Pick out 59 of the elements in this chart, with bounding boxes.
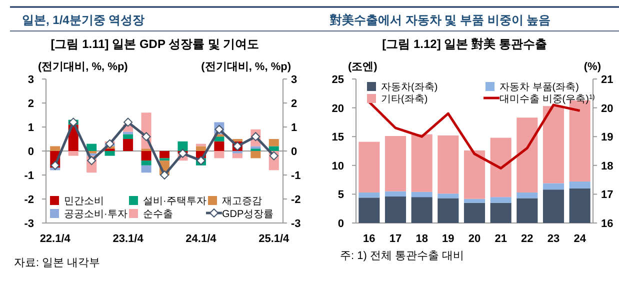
legend-label: 재고증감 bbox=[222, 196, 262, 207]
y2-tick-label: 0 bbox=[291, 146, 298, 158]
y2-tick-label: 17 bbox=[601, 189, 614, 202]
x-tick-label: 20 bbox=[468, 233, 481, 245]
legend-label: 공공소비·투자 bbox=[64, 209, 128, 220]
y2-tick-label: 19 bbox=[601, 132, 614, 144]
x-tick-label: 23.1/4 bbox=[112, 233, 144, 245]
y-tick-label: 0 bbox=[28, 146, 34, 158]
y-axis-title: (전기대비, %, %p) bbox=[38, 61, 128, 73]
chart-title: 일본, 1/4분기중 역성장 bbox=[22, 13, 145, 27]
y2-tick-label: 3 bbox=[291, 74, 298, 86]
x-tick-label: 19 bbox=[442, 233, 454, 245]
y-tick-label: 10 bbox=[332, 160, 344, 172]
y2-axis-title: (전기대비, %, %p) bbox=[201, 61, 292, 73]
x-tick-label: 25.1/4 bbox=[258, 233, 290, 245]
x-tick-label: 16 bbox=[363, 233, 376, 245]
y2-tick-label: -3 bbox=[291, 218, 301, 230]
y-tick-label: 3 bbox=[28, 74, 34, 86]
legend-label: 기타(좌축) bbox=[381, 94, 428, 105]
y-tick-label: 2 bbox=[28, 98, 34, 110]
y2-tick-label: 18 bbox=[601, 160, 614, 172]
y2-tick-label: 20 bbox=[601, 102, 614, 115]
legend-label: 대미수출 비중(우축)$^{1)}$ bbox=[500, 94, 595, 105]
y-tick-label: -2 bbox=[24, 194, 34, 206]
text: 주: 1) 전체 통관수출 대비 bbox=[340, 250, 464, 262]
y-axis-title: (조엔) bbox=[348, 61, 378, 73]
x-tick-label: 24.1/4 bbox=[186, 233, 218, 245]
y2-tick-label: 16 bbox=[601, 218, 614, 230]
y-tick-label: 0 bbox=[338, 218, 344, 230]
legend-label: GDP성장률 bbox=[222, 209, 274, 220]
chart-title: 對美수출에서 자동차 및 부품 비중이 높음 bbox=[329, 13, 551, 27]
y2-tick-label: 1 bbox=[291, 122, 298, 134]
chart-subtitle: [그림 1.12] 일본 對美 통관수출 bbox=[382, 37, 547, 51]
y-tick-label: -1 bbox=[24, 170, 34, 182]
chart-subtitle: [그림 1.11] 일본 GDP 성장률 및 기여도 bbox=[50, 37, 260, 51]
y2-axis-title: (%) bbox=[584, 61, 602, 73]
legend-label: 민간소비 bbox=[64, 196, 104, 207]
y-tick-label: 5 bbox=[338, 189, 344, 202]
y-tick-label: 20 bbox=[332, 102, 344, 115]
x-tick-label: 17 bbox=[389, 233, 402, 245]
x-tick-label: 23 bbox=[547, 233, 560, 245]
y-tick-label: 25 bbox=[332, 74, 344, 86]
x-tick-label: 18 bbox=[416, 233, 428, 245]
x-tick-label: 24 bbox=[574, 233, 587, 245]
y2-tick-label: 2 bbox=[291, 98, 298, 110]
legend-label: 자동차(좌축) bbox=[381, 82, 438, 93]
y-tick-label: 15 bbox=[332, 132, 344, 144]
legend-label: 자동차 부품(좌축) bbox=[500, 82, 579, 93]
x-tick-label: 22 bbox=[521, 233, 534, 245]
y2-tick-label: -2 bbox=[291, 194, 301, 206]
x-tick-label: 21 bbox=[494, 233, 507, 245]
y2-tick-label: 21 bbox=[601, 74, 614, 86]
legend-label: 순수출 bbox=[143, 209, 173, 220]
y2-tick-label: -1 bbox=[291, 170, 301, 182]
y-tick-label: -3 bbox=[24, 218, 34, 230]
x-tick-label: 22.1/4 bbox=[40, 233, 72, 245]
y-tick-label: 1 bbox=[28, 122, 34, 134]
text: 자료: 일본 내각부 bbox=[14, 257, 100, 269]
legend-label: 설비·주택투자 bbox=[143, 196, 206, 207]
